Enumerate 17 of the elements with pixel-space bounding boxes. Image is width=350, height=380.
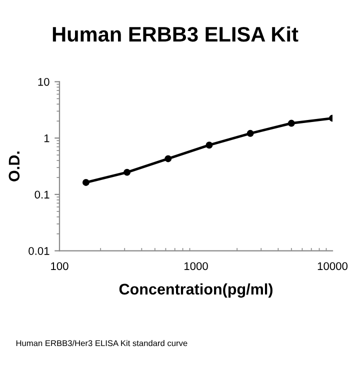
x-tick-label: 1000 (184, 262, 208, 270)
y-tick-label: 0.01 (28, 247, 50, 255)
point (206, 142, 213, 149)
point (164, 155, 172, 162)
point (124, 168, 131, 176)
x-axis-title: Concentration(pg/ml) (119, 283, 272, 298)
y-tick-label: 0.1 (34, 190, 50, 199)
y-tick-label: 1 (44, 134, 50, 142)
x-tick-label: 10000 (318, 262, 348, 270)
point (246, 130, 254, 137)
x-tick-label: 100 (51, 262, 68, 270)
point (288, 120, 295, 127)
point (82, 179, 90, 186)
y-tick-label: 10 (38, 78, 50, 86)
text: Human ERBB3/Her3 ELISA Kit standard curve (16, 340, 188, 346)
chart-title: Human ERBB3 ELISA Kit (52, 26, 298, 42)
y-axis-title: O.D. (8, 152, 20, 182)
